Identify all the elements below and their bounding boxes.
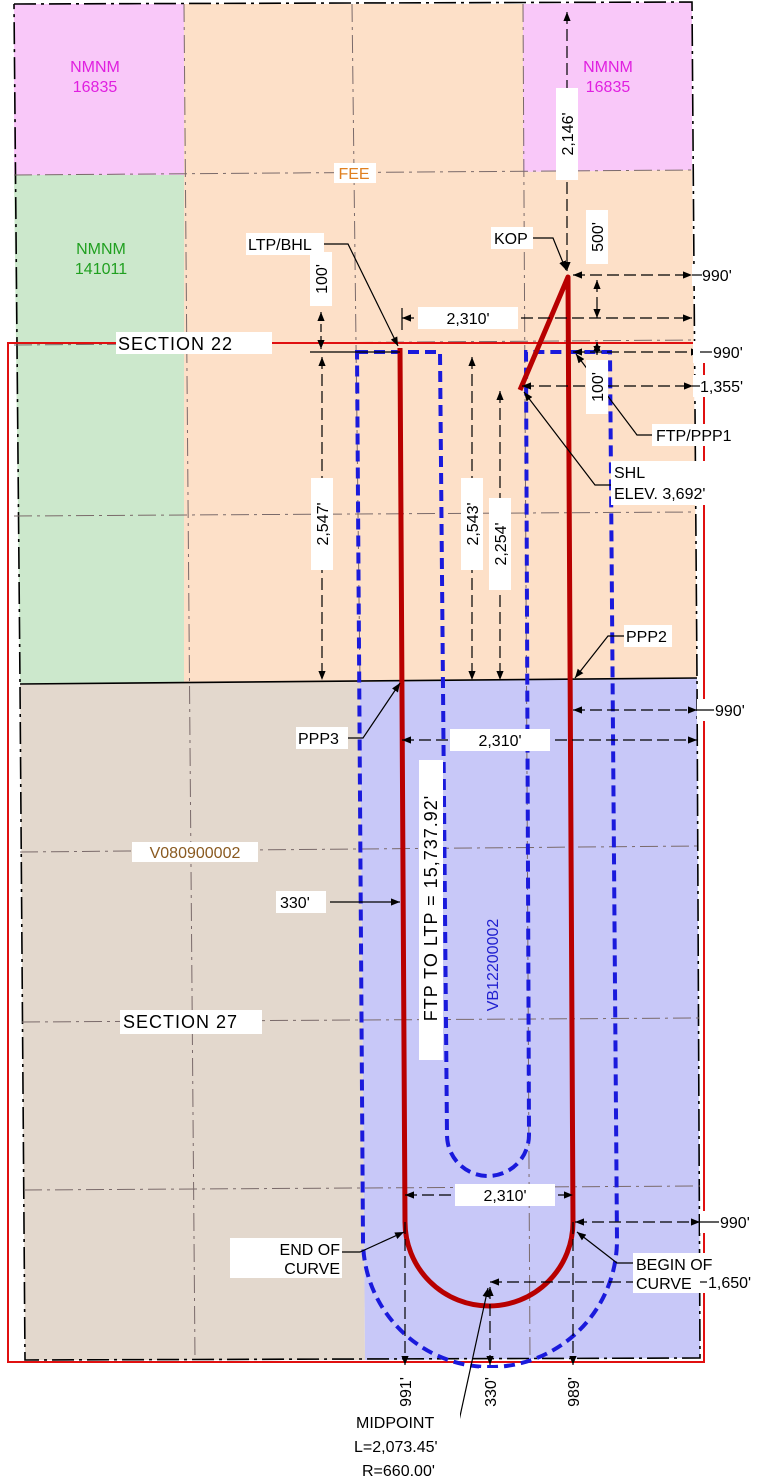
dim-100-right-label: 100' [590,372,607,402]
label-backgrounds [116,88,778,1482]
lease-nmnm-16835-west-line2: 16835 [73,79,118,96]
leader-shl [523,391,612,486]
end-of-curve-label-line2: CURVE [284,1261,340,1278]
dim-990-bot-label: 990' [720,1215,750,1232]
leader-begin-of-curve [576,1231,634,1264]
leader-end-of-curve [342,1231,405,1253]
dim-1650-label: 1,650' [708,1275,751,1292]
dim-2310-top-label: 2,310' [446,311,489,328]
dim-2254-label: 2,254' [493,522,510,565]
dim-2310-mid-label: 2,310' [478,733,521,750]
tract-nmnm-141011 [14,175,184,684]
dim-500-label: 500' [590,222,607,252]
section-boundary [13,1,701,1361]
shl-elevation-label: ELEV. 3,692' [614,486,705,503]
lease-nmnm-141011-line1: NMNM [76,241,126,258]
midpoint-label: MIDPOINT [356,1415,434,1432]
dim-330-left-label: 330' [280,895,310,912]
dim-2543-label: 2,543' [465,502,482,545]
lease-nmnm-141011-line2: 141011 [75,261,127,278]
leader-ppp3 [346,682,401,739]
begin-of-curve-label-line2: CURVE [636,1276,692,1293]
dim-2547-label: 2,547' [315,502,332,545]
leader-ltp-bhl [323,243,399,347]
leader-ppp2 [574,635,625,679]
curve-length-label: L=2,073.45' [354,1439,438,1456]
lease-labels: NMNM 16835 NMNM 16835 NMNM 141011 FEE V0… [70,59,633,1011]
end-of-curve-label-line1: END OF [280,1242,341,1259]
ltp-bhl-label: LTP/BHL [248,237,312,254]
curve-radius-label: R=660.00' [362,1463,435,1480]
tract-nmnm-16835-west [14,4,184,175]
dim-990-sec-label: 990' [713,345,743,362]
lateral-length-label: FTP TO LTP = 15,737.92' [421,795,441,1021]
lease-nmnm-16835-east-line2: 16835 [586,79,631,96]
ppp3-label: PPP3 [298,731,339,748]
dim-990-top-label: 990' [702,268,732,285]
dim-330-bot-label: 330' [483,1377,500,1407]
dim-990-mid-label: 990' [715,703,745,720]
lease-v080900002: V080900002 [150,845,241,862]
dim-100-left-label: 100' [314,264,331,294]
kop-label: KOP [494,231,528,248]
section-22-label: SECTION 22 [118,334,233,354]
section-27-label: SECTION 27 [123,1012,238,1032]
leader-kop [532,237,567,271]
lease-nmnm-16835-east-line1: NMNM [583,59,633,76]
lease-nmnm-16835-west-line1: NMNM [70,59,120,76]
callout-labels: LTP/BHL KOP FTP/PPP1 SHL ELEV. 3,692' PP… [248,231,732,1480]
shl-label: SHL [614,465,645,482]
dim-2310-bot-label: 2,310' [483,1188,526,1205]
dim-2146-label: 2,146' [560,112,577,155]
dim-991-label: 991' [398,1377,415,1407]
ftp-ppp1-label: FTP/PPP1 [656,428,732,445]
extension-ticks [310,274,719,1283]
dimension-labels: 2,146' 500' 990' 100' 2,310' 990' 1,355'… [280,112,751,1406]
dim-1355-label: 1,355' [700,379,743,396]
begin-of-curve-label-line1: BEGIN OF [636,1257,713,1274]
ppp2-label: PPP2 [626,629,667,646]
lease-vb12200002: VB12200002 [485,919,502,1012]
setback-outline [354,350,620,1369]
dim-989-label: 989' [566,1377,583,1407]
lease-fee: FEE [338,166,369,183]
project-area-boundary [7,342,705,1363]
